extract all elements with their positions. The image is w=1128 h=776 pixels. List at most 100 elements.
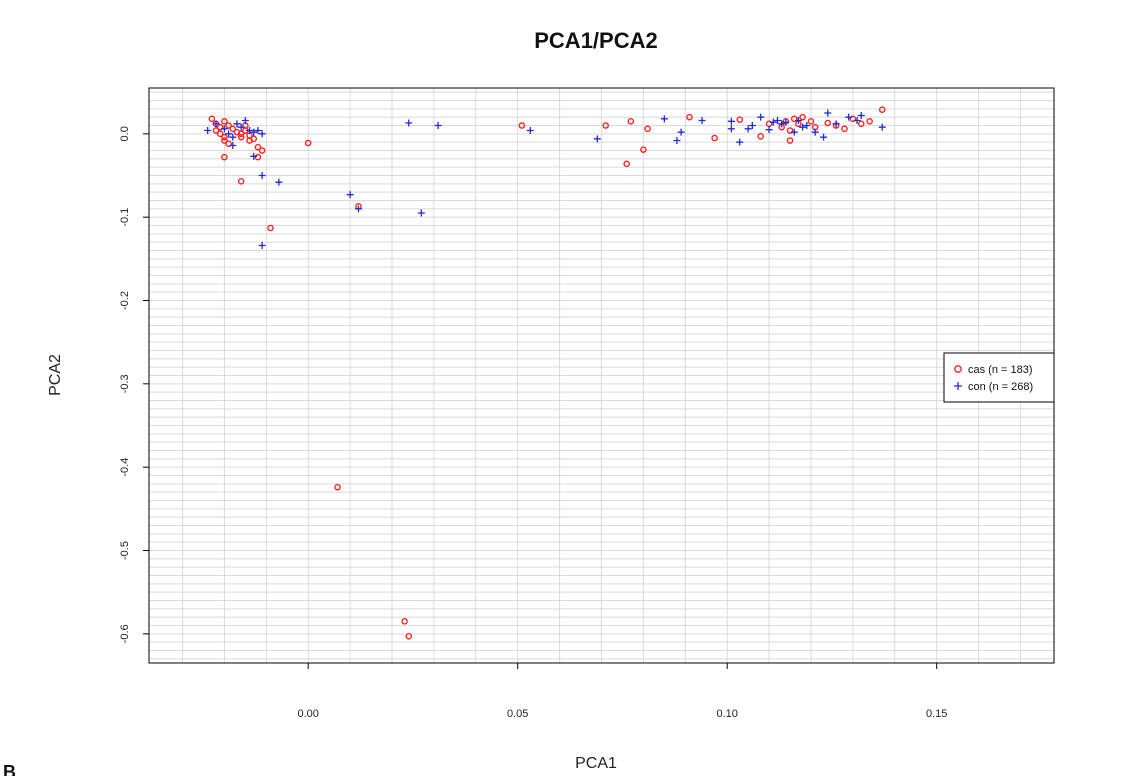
- point-con: [233, 120, 241, 128]
- point-con: [346, 191, 354, 199]
- point-cas: [841, 125, 848, 133]
- point-cas: [757, 133, 765, 140]
- point-cas: [790, 115, 798, 123]
- point-con: [434, 122, 442, 129]
- point-cas: [799, 113, 806, 121]
- point-con: [275, 178, 283, 186]
- y-tick-label: -0.6: [119, 624, 131, 643]
- point-con: [526, 127, 534, 134]
- point-cas: [221, 153, 228, 161]
- point-con: [878, 123, 886, 131]
- point-cas: [221, 137, 228, 144]
- point-con: [744, 125, 752, 133]
- point-cas: [221, 133, 228, 141]
- point-con: [229, 133, 237, 141]
- point-con: [225, 130, 233, 138]
- point-cas: [405, 633, 413, 640]
- grid-lines: [149, 88, 1054, 663]
- point-cas: [237, 130, 245, 138]
- point-con: [773, 117, 781, 124]
- point-cas: [736, 116, 744, 123]
- chart-title: PCA1/PCA2: [534, 28, 657, 53]
- point-con: [799, 123, 807, 131]
- y-tick-label: -0.1: [119, 208, 131, 227]
- point-con: [250, 152, 258, 160]
- point-con: [698, 117, 706, 124]
- point-con: [673, 137, 681, 144]
- point-con: [794, 117, 802, 124]
- point-cas: [602, 122, 609, 129]
- point-con: [727, 125, 735, 133]
- point-con: [803, 122, 811, 129]
- point-cas: [254, 143, 262, 151]
- point-cas: [857, 120, 865, 128]
- point-con: [765, 126, 773, 134]
- legend: cas (n = 183) con (n = 268): [943, 352, 1055, 403]
- point-cas: [254, 153, 262, 161]
- panel-letter: B: [3, 762, 16, 776]
- point-con: [354, 205, 362, 213]
- point-con: [237, 123, 245, 131]
- point-con: [258, 172, 266, 179]
- legend-con-marker: [954, 382, 962, 390]
- point-cas: [878, 106, 886, 113]
- point-con: [853, 117, 861, 124]
- point-cas: [807, 118, 815, 125]
- point-con: [254, 127, 262, 134]
- point-cas: [208, 115, 216, 123]
- point-cas: [518, 122, 526, 129]
- x-tick-label: 0.00: [298, 708, 319, 720]
- y-tick-label: -0.5: [119, 541, 131, 560]
- point-cas: [212, 127, 220, 134]
- point-con: [769, 118, 777, 126]
- legend-cas-marker: [954, 365, 962, 373]
- y-tick-label: -0.3: [119, 374, 131, 393]
- point-con: [220, 125, 228, 133]
- point-con: [857, 112, 865, 119]
- point-con: [748, 122, 756, 129]
- x-tick-label: 0.15: [926, 708, 947, 720]
- point-con: [229, 142, 237, 149]
- point-con: [593, 135, 601, 143]
- point-con: [677, 128, 685, 136]
- x-tick-label: 0.10: [716, 708, 737, 720]
- point-con: [204, 127, 212, 134]
- point-cas: [221, 118, 228, 125]
- legend-cas-label: cas (n = 183): [968, 364, 1033, 376]
- point-cas: [246, 137, 253, 144]
- point-con: [660, 115, 668, 123]
- point-cas: [824, 119, 832, 127]
- point-con: [778, 120, 786, 128]
- point-cas: [237, 133, 245, 141]
- point-con: [757, 113, 765, 121]
- point-cas: [258, 147, 266, 154]
- y-axis: 0.0 -0.1 -0.2 -0.3 -0.4 -0.5 -0.6: [119, 126, 149, 643]
- legend-con-label: con (n = 268): [968, 381, 1033, 393]
- y-tick-label: -0.2: [119, 291, 131, 310]
- point-con: [832, 120, 840, 128]
- point-cas: [640, 146, 647, 153]
- point-con: [258, 242, 266, 249]
- point-con: [824, 109, 832, 117]
- point-cas: [267, 224, 274, 232]
- point-con: [212, 120, 220, 128]
- point-con: [845, 113, 853, 121]
- y-tick-label: -0.4: [119, 458, 131, 477]
- point-cas: [304, 139, 312, 147]
- point-con: [782, 118, 790, 126]
- point-con: [258, 130, 266, 138]
- point-cas: [216, 130, 224, 138]
- point-cas: [334, 483, 341, 491]
- point-cas: [237, 178, 245, 185]
- point-cas: [686, 113, 693, 121]
- point-cas: [229, 125, 237, 133]
- point-con: [790, 128, 798, 136]
- point-con: [246, 127, 254, 134]
- y-tick-label: 0.0: [119, 126, 131, 141]
- x-axis: 0.00 0.05 0.10 0.15: [298, 663, 947, 720]
- point-cas: [401, 618, 408, 625]
- point-cas: [849, 115, 857, 123]
- point-con: [241, 117, 249, 124]
- point-cas: [627, 118, 635, 125]
